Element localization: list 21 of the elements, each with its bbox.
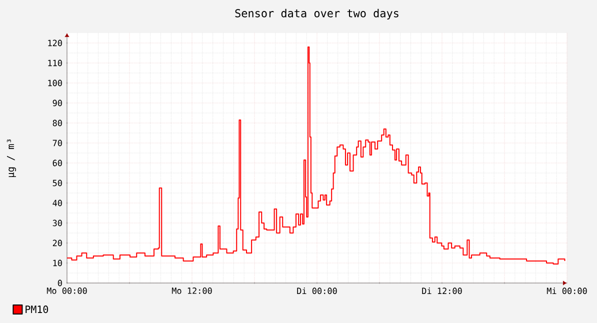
y-tick-label: 70 (52, 140, 62, 146)
y-tick-label: 120 (48, 40, 62, 46)
y-tick-label: 50 (52, 180, 62, 186)
y-tick-label: 100 (48, 80, 62, 86)
x-tick-label: Di 00:00 (297, 288, 337, 294)
y-axis-title: µg / m³ (6, 139, 16, 178)
y-tick-label: 90 (52, 100, 62, 106)
x-tick-label: Mo 12:00 (172, 288, 212, 294)
y-tick-label: 60 (52, 160, 62, 166)
y-tick-label: 0 (58, 280, 62, 286)
y-tick-label: 80 (52, 120, 62, 126)
chart-title: Sensor data over two days (235, 8, 398, 20)
legend-label: PM10 (26, 306, 48, 314)
y-tick-label: 110 (48, 60, 62, 66)
y-tick-label: 20 (52, 240, 62, 246)
y-tick-label: 30 (52, 220, 62, 226)
x-tick-label: Mo 00:00 (46, 288, 87, 294)
x-tick-label: Di 12:00 (422, 288, 462, 294)
y-tick-label: 10 (53, 260, 62, 266)
y-tick-label: 40 (52, 200, 62, 206)
x-tick-label: Mi 00:00 (546, 288, 587, 294)
